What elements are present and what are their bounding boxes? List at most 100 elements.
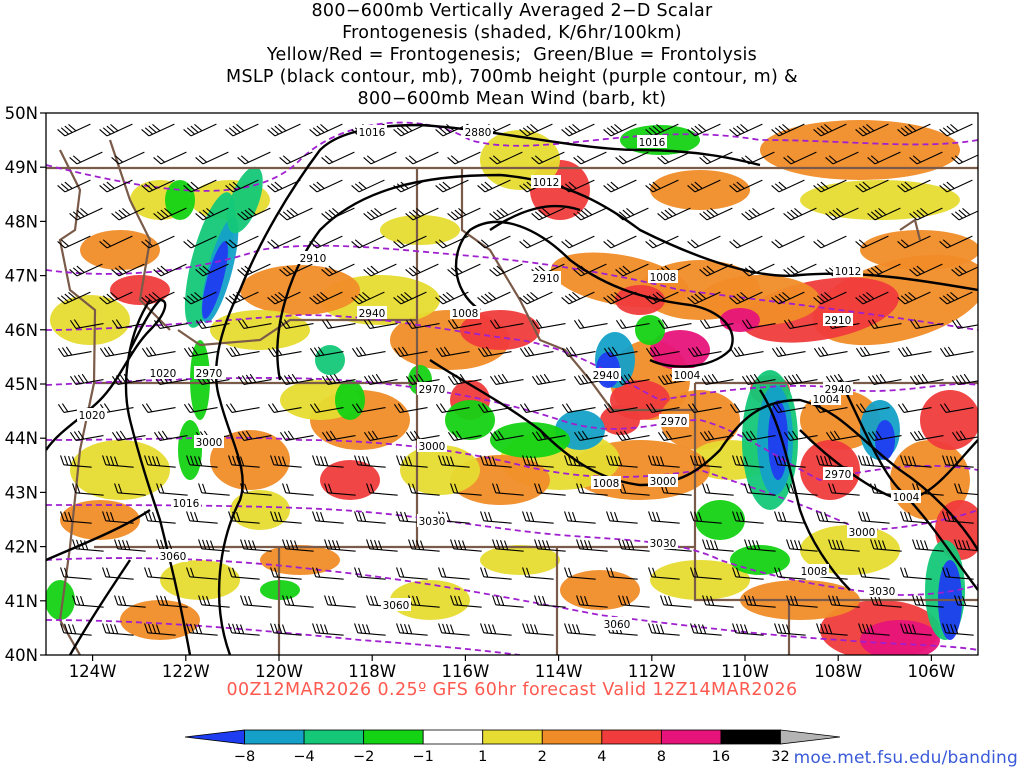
barb-flag xyxy=(446,511,451,522)
wind-barb xyxy=(732,455,764,468)
barb-flag xyxy=(862,125,871,133)
barb-shaft xyxy=(916,263,943,277)
barb-flag xyxy=(698,123,707,132)
credit-url[interactable]: moe.met.fsu.edu/banding xyxy=(793,748,1018,768)
barb-flag xyxy=(920,539,925,550)
barb-flag xyxy=(290,595,295,606)
lat-label: 49N xyxy=(5,158,38,177)
barb-flag xyxy=(920,207,929,216)
barb-flag xyxy=(69,375,77,385)
wind-barb xyxy=(141,346,176,357)
barb-flag xyxy=(404,455,409,466)
wind-barb xyxy=(657,430,692,441)
barb-shaft xyxy=(190,123,217,137)
barb-shaft xyxy=(159,435,188,441)
barb-flag xyxy=(312,455,317,465)
colorbar-segment xyxy=(422,729,484,745)
barb-flag xyxy=(144,239,154,247)
wind-barb xyxy=(729,179,763,193)
wind-barb xyxy=(183,346,218,357)
barb-shaft xyxy=(495,548,524,552)
barb-flag xyxy=(870,595,875,605)
wind-barb xyxy=(141,179,175,193)
mslp-label-bg xyxy=(891,490,921,503)
wind-barb xyxy=(564,455,596,468)
wind-barb xyxy=(522,623,554,636)
barb-flag xyxy=(309,403,317,413)
wind-barb xyxy=(408,539,440,552)
height-label-bg xyxy=(602,617,632,630)
height-label: 2970 xyxy=(196,368,223,380)
barb-flag xyxy=(946,293,955,301)
barb-flag xyxy=(316,125,325,133)
barb-flag xyxy=(825,431,833,441)
barb-flag xyxy=(522,183,532,191)
barb-flag xyxy=(951,319,959,329)
barb-shaft xyxy=(610,291,637,305)
barb-flag xyxy=(148,293,157,301)
barb-flag xyxy=(783,157,792,165)
frontolysis-blob xyxy=(335,380,365,420)
wind-barb xyxy=(447,430,482,441)
mslp-label-bg xyxy=(833,264,863,277)
wind-barb xyxy=(951,263,978,277)
barb-flag xyxy=(80,539,85,550)
mslp-label-bg xyxy=(648,270,678,283)
wind-barb xyxy=(225,346,260,357)
barb-flag xyxy=(270,183,280,191)
barb-flag xyxy=(950,455,955,466)
barb-flag xyxy=(703,375,711,385)
barb-flag xyxy=(106,181,115,189)
barb-flag xyxy=(267,347,275,357)
barb-flag xyxy=(438,623,443,633)
barb-shaft xyxy=(454,151,481,165)
barb-flag xyxy=(564,183,574,191)
barb-flag xyxy=(160,483,165,494)
barb-flag xyxy=(618,539,623,549)
barb-flag xyxy=(748,539,753,550)
barb-flag xyxy=(660,595,665,605)
barb-flag xyxy=(858,455,863,465)
barb-shaft xyxy=(358,235,385,249)
wind-barb xyxy=(102,455,134,468)
barb-flag xyxy=(572,623,577,634)
barb-shaft xyxy=(202,263,229,277)
barb-shaft xyxy=(231,520,260,524)
height-label: 3060 xyxy=(160,551,187,563)
barb-shaft xyxy=(189,576,218,580)
barb-flag xyxy=(824,291,833,300)
barb-flag xyxy=(375,373,383,383)
barb-flag xyxy=(648,239,658,247)
barb-flag xyxy=(60,183,70,191)
barb-flag xyxy=(535,375,543,385)
barb-flag xyxy=(522,239,532,247)
barb-flag xyxy=(606,239,616,247)
barb-flag xyxy=(698,623,703,634)
wind-barb xyxy=(648,623,680,636)
barb-flag xyxy=(371,430,379,440)
barb-shaft xyxy=(778,291,805,305)
barb-shaft xyxy=(369,323,398,329)
title-line-1: 800−600mb Vertically Averaged 2−D Scalar xyxy=(311,1,713,21)
barb-flag xyxy=(942,511,947,521)
barb-shaft xyxy=(568,235,595,249)
barb-flag xyxy=(741,431,749,441)
barb-flag xyxy=(736,125,745,133)
wind-barb xyxy=(519,346,554,357)
barb-flag xyxy=(354,183,364,191)
barb-flag xyxy=(279,157,288,165)
wind-barb xyxy=(783,207,817,221)
wind-barb xyxy=(393,123,427,137)
barb-shaft xyxy=(496,263,523,277)
barb-flag xyxy=(405,431,413,441)
barb-flag xyxy=(668,595,673,606)
wind-barb xyxy=(534,539,566,552)
barb-flag xyxy=(408,211,418,219)
barb-flag xyxy=(913,319,921,329)
barb-flag xyxy=(186,455,191,465)
barb-flag xyxy=(939,185,948,193)
barb-flag xyxy=(732,567,737,577)
barb-flag xyxy=(950,123,959,132)
barb-flag xyxy=(358,511,363,522)
wind-barb xyxy=(939,123,973,137)
